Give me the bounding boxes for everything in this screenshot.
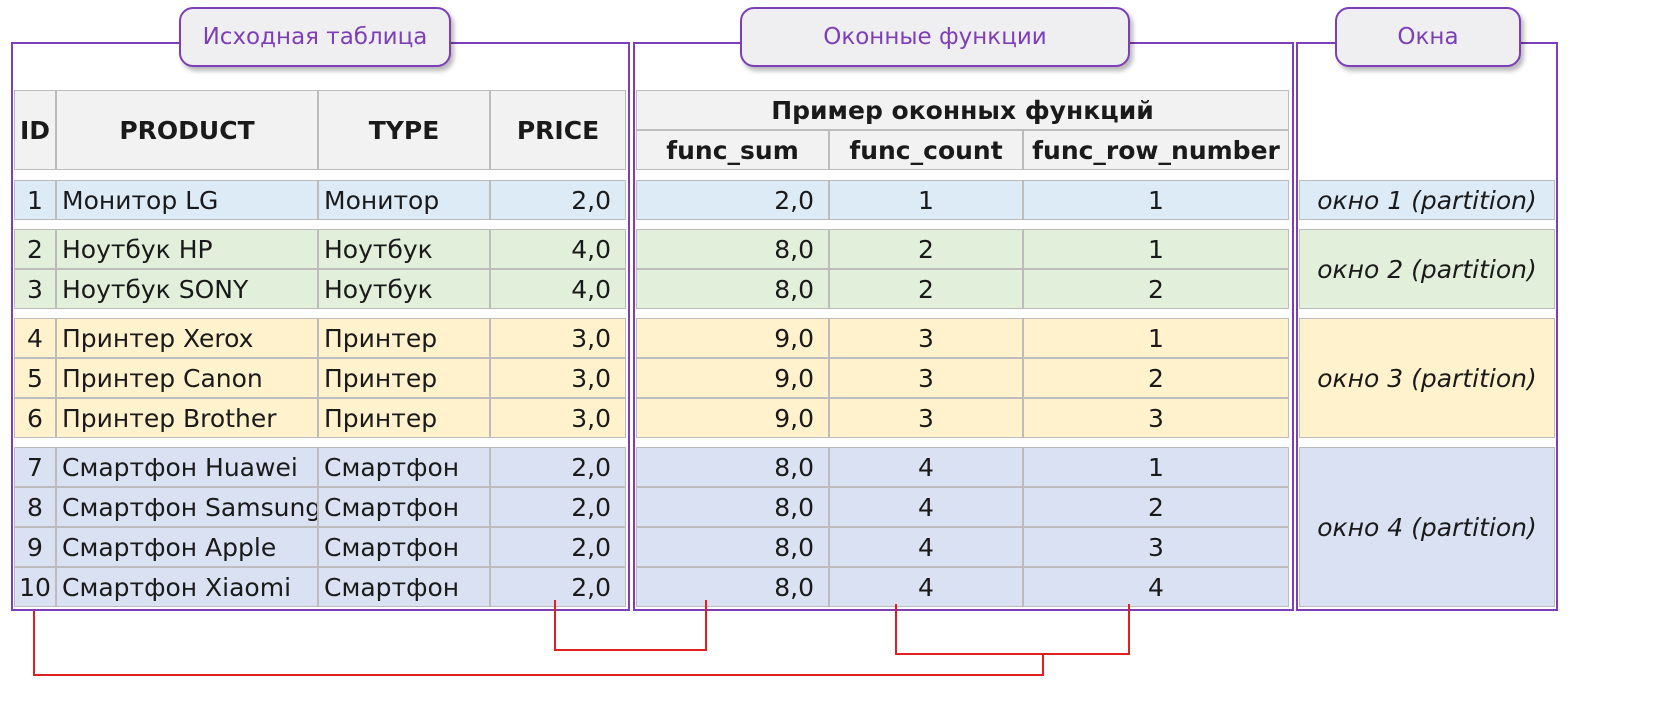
cell-price: 2,0	[490, 487, 626, 527]
cell-type: Монитор	[318, 180, 490, 220]
cell-price: 2,0	[490, 567, 626, 607]
cell-price: 4,0	[490, 229, 626, 269]
cell-price: 2,0	[490, 527, 626, 567]
cell-func-row-number: 1	[1023, 318, 1289, 358]
cell-id: 8	[14, 487, 56, 527]
cell-func-sum: 8,0	[636, 527, 829, 567]
cell-func-row-number: 3	[1023, 527, 1289, 567]
header-product: PRODUCT	[56, 90, 318, 170]
cell-func-count: 3	[829, 398, 1023, 438]
cell-type: Принтер	[318, 358, 490, 398]
partition-4-label: окно 4 (partition)	[1299, 447, 1555, 607]
cell-id: 4	[14, 318, 56, 358]
cell-func-count: 1	[829, 180, 1023, 220]
cell-product: Смартфон Samsung	[56, 487, 318, 527]
cell-func-sum: 8,0	[636, 447, 829, 487]
cell-func-count: 4	[829, 527, 1023, 567]
cell-func-count: 4	[829, 447, 1023, 487]
cell-product: Смартфон Xiaomi	[56, 567, 318, 607]
header-id: ID	[14, 90, 56, 170]
cell-func-sum: 9,0	[636, 318, 829, 358]
cell-func-row-number: 1	[1023, 447, 1289, 487]
header-type: TYPE	[318, 90, 490, 170]
partition-3-label: окно 3 (partition)	[1299, 318, 1555, 438]
cell-product: Смартфон Huawei	[56, 447, 318, 487]
cell-type: Ноутбук	[318, 269, 490, 309]
cell-func-row-number: 1	[1023, 180, 1289, 220]
cell-id: 3	[14, 269, 56, 309]
cell-type: Смартфон	[318, 487, 490, 527]
cell-func-row-number: 3	[1023, 398, 1289, 438]
cell-price: 2,0	[490, 447, 626, 487]
cell-product: Ноутбук SONY	[56, 269, 318, 309]
cell-func-sum: 8,0	[636, 269, 829, 309]
cell-type: Принтер	[318, 318, 490, 358]
header-func-count: func_count	[829, 130, 1023, 170]
cell-func-row-number: 2	[1023, 487, 1289, 527]
cell-id: 5	[14, 358, 56, 398]
partition-1-label: окно 1 (partition)	[1299, 180, 1555, 220]
cell-id: 10	[14, 567, 56, 607]
count-to-row-number-connector	[895, 604, 1130, 655]
cell-func-sum: 8,0	[636, 229, 829, 269]
cell-func-count: 4	[829, 487, 1023, 527]
cell-func-sum: 9,0	[636, 398, 829, 438]
cell-price: 4,0	[490, 269, 626, 309]
cell-type: Принтер	[318, 398, 490, 438]
cell-id: 6	[14, 398, 56, 438]
cell-func-sum: 8,0	[636, 567, 829, 607]
cell-func-count: 4	[829, 567, 1023, 607]
cell-type: Смартфон	[318, 527, 490, 567]
cell-func-count: 2	[829, 229, 1023, 269]
cell-func-row-number: 1	[1023, 229, 1289, 269]
header-func-row-number: func_row_number	[1023, 130, 1289, 170]
cell-id: 2	[14, 229, 56, 269]
id-to-bracket-connector	[33, 611, 1044, 676]
cell-func-count: 3	[829, 318, 1023, 358]
cell-id: 9	[14, 527, 56, 567]
header-func-sum: func_sum	[636, 130, 829, 170]
cell-product: Принтер Xerox	[56, 318, 318, 358]
cell-func-count: 3	[829, 358, 1023, 398]
cell-id: 7	[14, 447, 56, 487]
cell-type: Смартфон	[318, 567, 490, 607]
cell-func-sum: 9,0	[636, 358, 829, 398]
cell-product: Принтер Brother	[56, 398, 318, 438]
cell-product: Монитор LG	[56, 180, 318, 220]
price-to-func-sum-connector	[554, 600, 707, 651]
cell-product: Ноутбук HP	[56, 229, 318, 269]
cell-func-sum: 8,0	[636, 487, 829, 527]
cell-price: 3,0	[490, 398, 626, 438]
cell-func-count: 2	[829, 269, 1023, 309]
windows-label: Окна	[1335, 7, 1521, 67]
source-table-label: Исходная таблица	[179, 7, 451, 67]
cell-type: Смартфон	[318, 447, 490, 487]
cell-func-sum: 2,0	[636, 180, 829, 220]
cell-type: Ноутбук	[318, 229, 490, 269]
cell-product: Смартфон Apple	[56, 527, 318, 567]
header-price: PRICE	[490, 90, 626, 170]
cell-price: 3,0	[490, 318, 626, 358]
cell-func-row-number: 2	[1023, 358, 1289, 398]
cell-id: 1	[14, 180, 56, 220]
cell-func-row-number: 2	[1023, 269, 1289, 309]
window-table-title: Пример оконных функций	[636, 90, 1289, 130]
partition-2-label: окно 2 (partition)	[1299, 229, 1555, 309]
window-functions-label: Оконные функции	[740, 7, 1130, 67]
cell-price: 2,0	[490, 180, 626, 220]
cell-product: Принтер Canon	[56, 358, 318, 398]
cell-price: 3,0	[490, 358, 626, 398]
cell-func-row-number: 4	[1023, 567, 1289, 607]
